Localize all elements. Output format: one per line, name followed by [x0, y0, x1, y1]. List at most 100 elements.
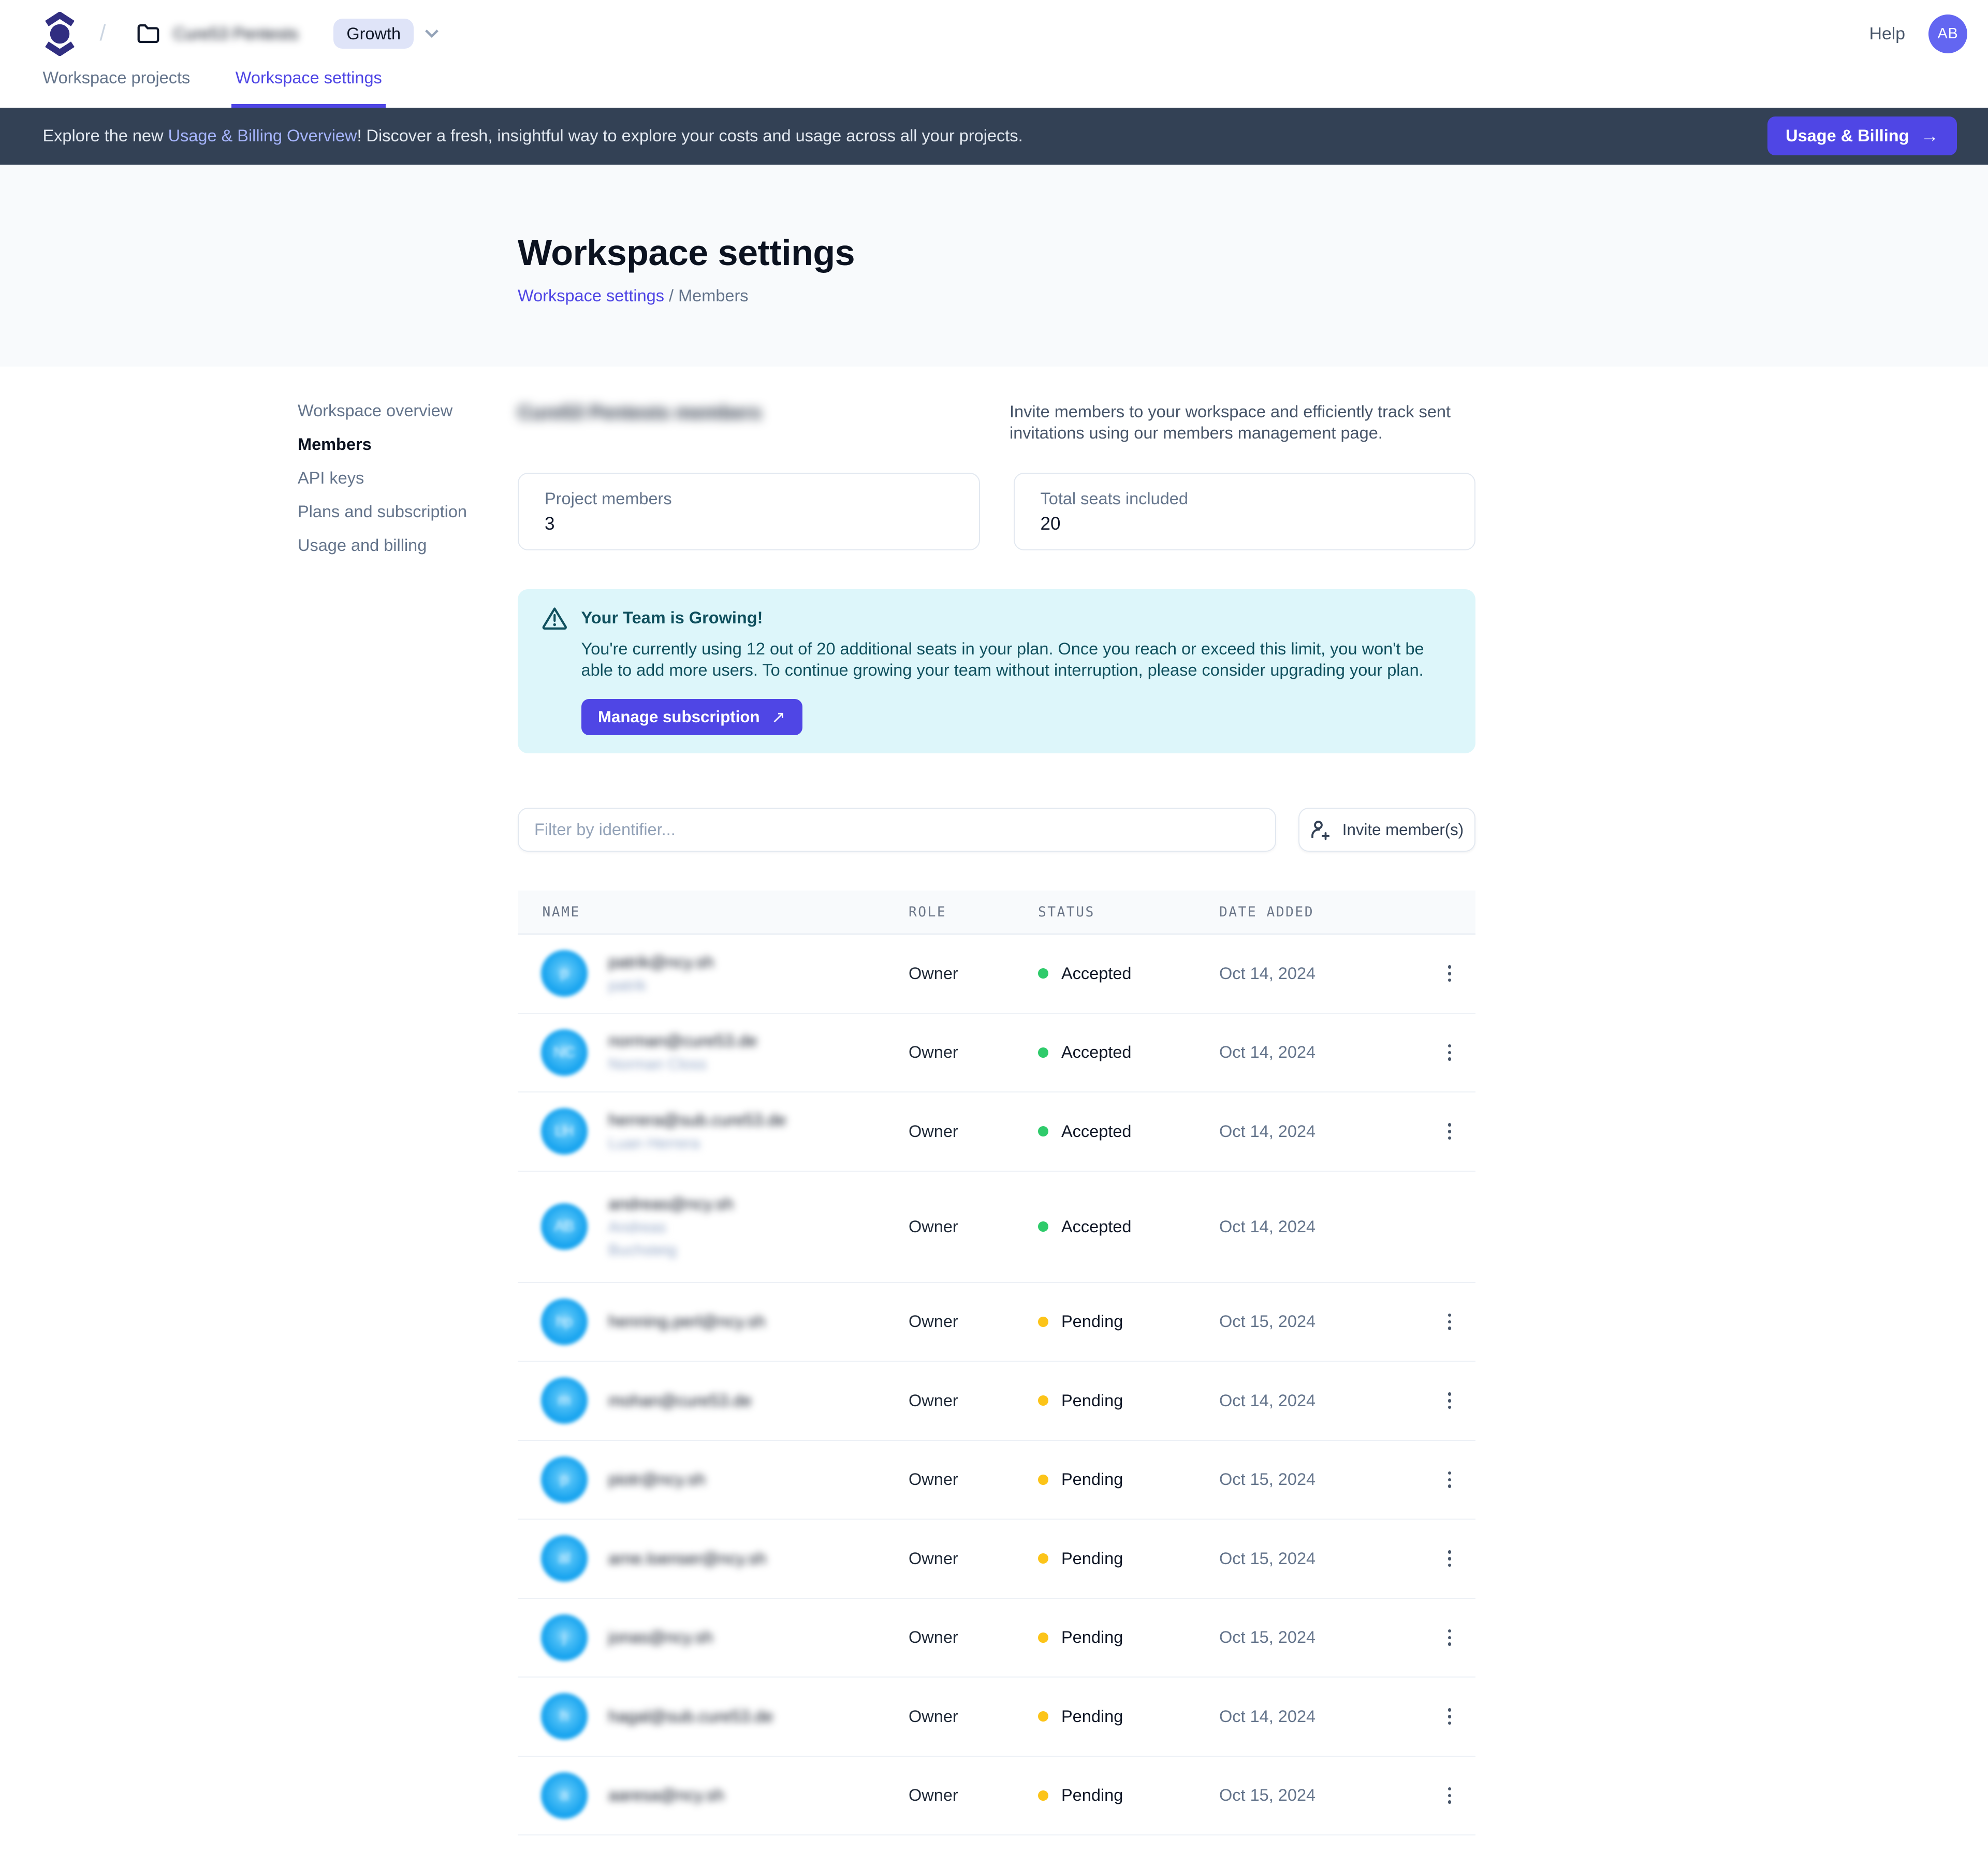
manage-subscription-button[interactable]: Manage subscription ↗: [581, 699, 802, 735]
member-identity: jonas@ncy.sh: [608, 1628, 713, 1647]
status-dot-pending: [1038, 1316, 1048, 1327]
member-name-cell: hp henning.perl@ncy.sh: [518, 1298, 906, 1345]
table-row: NC norman@cure53.de Norman Closs Owner Accep…: [518, 1014, 1475, 1092]
member-date-added: Oct 14, 2024: [1219, 964, 1316, 983]
member-identifier: patrik@ncy.sh: [608, 952, 714, 971]
announcement-banner: Explore the new Usage & Billing Overview…: [0, 107, 1988, 165]
sidebar-item-members[interactable]: Members: [298, 434, 372, 454]
member-role: Owner: [909, 1628, 958, 1647]
row-menu-button[interactable]: [1434, 1622, 1465, 1653]
row-menu-button[interactable]: [1434, 1385, 1465, 1416]
member-secondary: Luan Herrera: [608, 1134, 700, 1152]
filter-input[interactable]: [518, 808, 1276, 852]
table-row: al arne.loenser@ncy.sh Owner Pending Oct 15,…: [518, 1520, 1475, 1599]
user-avatar[interactable]: AB: [1928, 14, 1967, 53]
row-menu-button[interactable]: [1434, 1306, 1465, 1337]
members-header: Cure53 Pentests members Invite members t…: [518, 401, 1475, 444]
members-heading: Cure53 Pentests members: [518, 401, 762, 423]
external-link-arrow-icon: ↗: [771, 708, 786, 726]
member-avatar: hp: [541, 1298, 588, 1345]
member-identity: arne.loenser@ncy.sh: [608, 1549, 766, 1568]
member-actions-cell: [1424, 1543, 1475, 1574]
sidebar-item-plans-and-subscription[interactable]: Plans and subscription: [298, 502, 467, 521]
workspace-breadcrumb[interactable]: Cure53 Pentests: [137, 23, 326, 44]
member-role: Owner: [909, 1312, 958, 1331]
member-name-cell: h hagal@sub.cure53.de: [518, 1693, 906, 1740]
member-date-added: Oct 14, 2024: [1219, 1217, 1316, 1236]
status-label: Pending: [1061, 1549, 1123, 1568]
member-actions-cell: [1424, 1306, 1475, 1337]
member-identifier: mohan@cure53.de: [608, 1391, 752, 1410]
table-row: h hagal@sub.cure53.de Owner Pending Oct 14, …: [518, 1678, 1475, 1757]
tab-workspace-projects[interactable]: Workspace projects: [42, 68, 191, 87]
sidebar-item-api-keys[interactable]: API keys: [298, 468, 364, 487]
member-status: Accepted: [1035, 1122, 1217, 1141]
members-toolbar: Invite member(s): [518, 808, 1475, 852]
member-name-cell: NC norman@cure53.de Norman Closs: [518, 1029, 906, 1076]
tabs: Workspace projects Workspace settings: [0, 67, 1988, 108]
member-avatar: LH: [541, 1108, 588, 1155]
status-label: Accepted: [1061, 1217, 1132, 1236]
tab-workspace-settings[interactable]: Workspace settings: [231, 67, 386, 108]
workspace-name: Cure53 Pentests: [173, 24, 299, 43]
member-avatar: a: [541, 1772, 588, 1819]
member-identity: mohan@cure53.de: [608, 1391, 752, 1410]
member-avatar: p: [541, 1456, 588, 1503]
banner-text: Explore the new Usage & Billing Overview…: [42, 126, 1023, 145]
row-menu-button[interactable]: [1434, 958, 1465, 989]
member-status: Pending: [1035, 1391, 1217, 1410]
table-row: p piotr@ncy.sh Owner Pending Oct 15, 2024: [518, 1441, 1475, 1520]
member-name-cell: LH herrera@sub.cure53.de Luan Herrera: [518, 1108, 906, 1155]
member-role: Owner: [909, 1217, 958, 1236]
help-link[interactable]: Help: [1869, 23, 1905, 43]
member-actions-cell: [1424, 1622, 1475, 1653]
plan-badge[interactable]: Growth: [333, 19, 414, 49]
member-avatar: NC: [541, 1029, 588, 1076]
status-dot-accepted: [1038, 1221, 1048, 1232]
row-menu-button[interactable]: [1434, 1701, 1465, 1732]
member-date-added: Oct 15, 2024: [1219, 1470, 1316, 1489]
status-dot-pending: [1038, 1395, 1048, 1406]
app-logo-icon[interactable]: [43, 11, 77, 56]
folder-icon: [137, 24, 159, 43]
row-menu-button[interactable]: [1434, 1543, 1465, 1574]
breadcrumb-workspace-settings-link[interactable]: Workspace settings: [518, 286, 664, 305]
person-plus-icon: [1311, 820, 1330, 840]
row-menu-button[interactable]: [1434, 1464, 1465, 1495]
row-menu-button[interactable]: [1434, 1780, 1465, 1811]
row-menu-button[interactable]: [1434, 1037, 1465, 1068]
member-role: Owner: [909, 964, 958, 983]
usage-billing-button[interactable]: Usage & Billing →: [1767, 116, 1957, 155]
chevron-down-icon[interactable]: [424, 28, 440, 39]
member-date-added: Oct 14, 2024: [1219, 1707, 1316, 1726]
member-secondary: Norman Closs: [608, 1056, 707, 1073]
member-actions-cell: [1424, 1037, 1475, 1068]
invite-members-button[interactable]: Invite member(s): [1298, 808, 1475, 852]
sidebar-item-usage-and-billing[interactable]: Usage and billing: [298, 535, 427, 555]
member-role: Owner: [909, 1549, 958, 1568]
table-row: j jonas@ncy.sh Owner Pending Oct 15, 2024: [518, 1599, 1475, 1678]
member-identifier: aaresa@ncy.sh: [608, 1786, 724, 1805]
page-title: Workspace settings: [518, 232, 855, 273]
banner-usage-billing-link[interactable]: Usage & Billing Overview: [168, 126, 357, 145]
column-header-role: ROLE: [909, 904, 947, 920]
member-secondary: Buchsteig: [608, 1241, 677, 1259]
member-identity: aaresa@ncy.sh: [608, 1786, 724, 1805]
team-growing-alert: Your Team is Growing! You're currently u…: [518, 589, 1475, 753]
member-avatar: h: [541, 1693, 588, 1740]
stat-card-project-members: Project members 3: [518, 472, 980, 550]
status-dot-accepted: [1038, 968, 1048, 979]
sidebar-item-workspace-overview[interactable]: Workspace overview: [298, 401, 453, 420]
member-actions-cell: [1424, 1780, 1475, 1811]
status-dot-pending: [1038, 1790, 1048, 1801]
column-header-name: NAME: [542, 904, 580, 920]
member-status: Pending: [1035, 1312, 1217, 1331]
row-menu-button[interactable]: [1434, 1116, 1465, 1147]
status-dot-pending: [1038, 1553, 1048, 1564]
member-status: Pending: [1035, 1470, 1217, 1489]
member-identifier: hagal@sub.cure53.de: [608, 1707, 773, 1726]
status-label: Accepted: [1061, 1043, 1132, 1062]
member-status: Pending: [1035, 1707, 1217, 1726]
member-identity: henning.perl@ncy.sh: [608, 1312, 765, 1331]
